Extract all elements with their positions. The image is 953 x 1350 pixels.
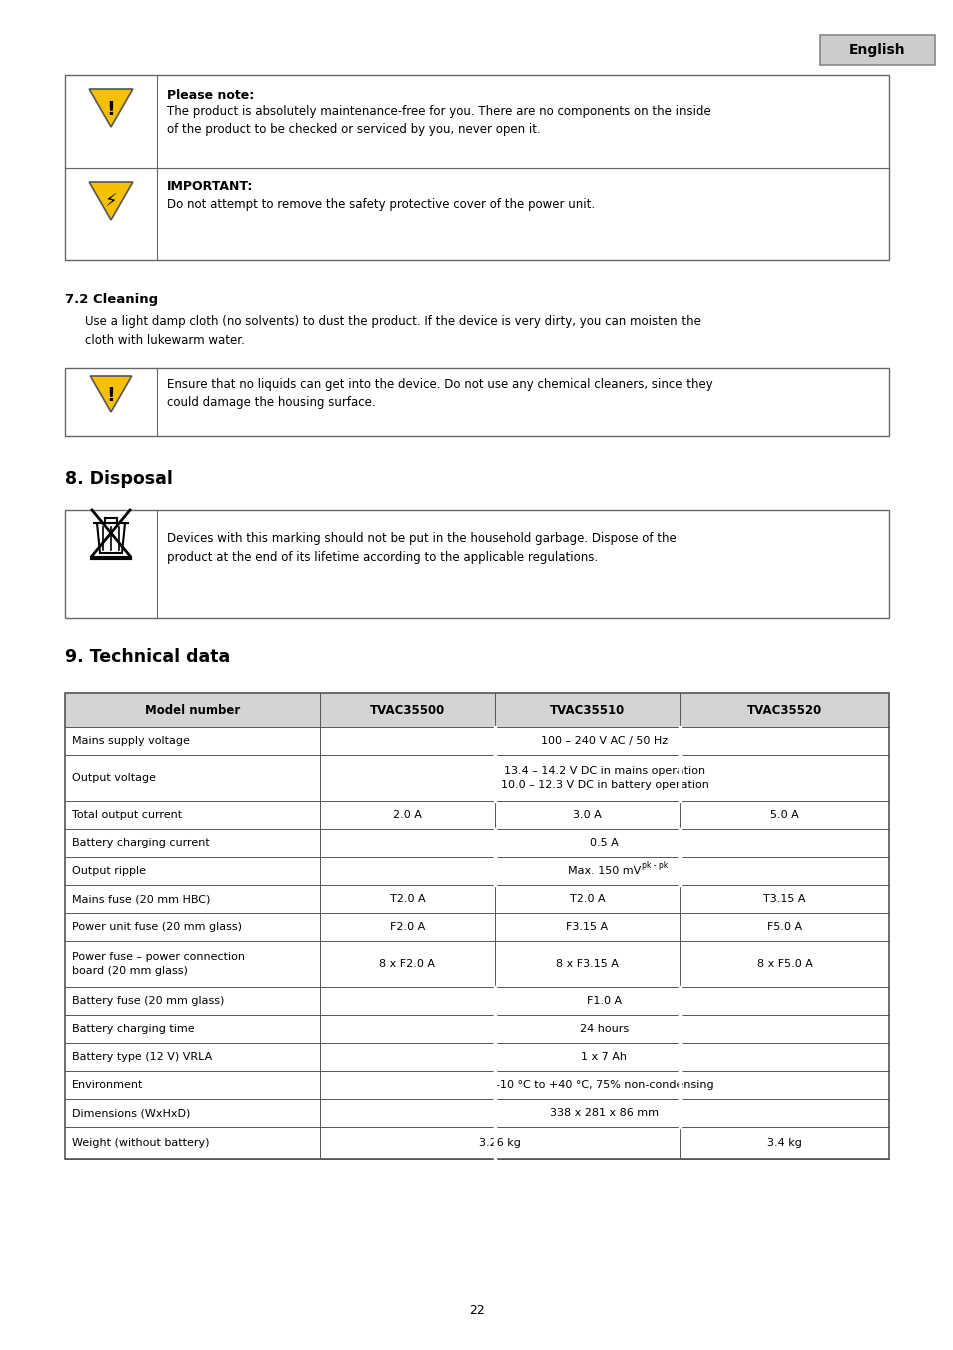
Text: 338 x 281 x 86 mm: 338 x 281 x 86 mm <box>550 1108 659 1118</box>
Text: 3.0 A: 3.0 A <box>573 810 601 819</box>
Polygon shape <box>89 182 132 220</box>
Text: 3.4 kg: 3.4 kg <box>766 1138 801 1148</box>
Text: ⚡: ⚡ <box>105 193 117 211</box>
Text: Power unit fuse (20 mm glass): Power unit fuse (20 mm glass) <box>71 922 242 931</box>
Text: T2.0 A: T2.0 A <box>389 894 425 904</box>
FancyBboxPatch shape <box>65 76 888 261</box>
Text: Battery fuse (20 mm glass): Battery fuse (20 mm glass) <box>71 996 224 1006</box>
Text: 24 hours: 24 hours <box>579 1025 628 1034</box>
Text: 8 x F5.0 A: 8 x F5.0 A <box>756 958 812 969</box>
FancyBboxPatch shape <box>65 693 888 728</box>
Text: Model number: Model number <box>145 703 240 717</box>
Text: 8 x F2.0 A: 8 x F2.0 A <box>379 958 435 969</box>
Text: Battery type (12 V) VRLA: Battery type (12 V) VRLA <box>71 1052 212 1062</box>
Text: Weight (without battery): Weight (without battery) <box>71 1138 210 1148</box>
Text: TVAC35520: TVAC35520 <box>746 703 821 717</box>
Text: Mains supply voltage: Mains supply voltage <box>71 736 190 747</box>
Text: 8. Disposal: 8. Disposal <box>65 470 172 487</box>
Text: T2.0 A: T2.0 A <box>569 894 604 904</box>
Polygon shape <box>91 377 132 412</box>
Text: F2.0 A: F2.0 A <box>390 922 425 931</box>
Text: F5.0 A: F5.0 A <box>766 922 801 931</box>
Text: The product is absolutely maintenance-free for you. There are no components on t: The product is absolutely maintenance-fr… <box>167 105 710 136</box>
Text: TVAC35500: TVAC35500 <box>370 703 445 717</box>
Text: 5.0 A: 5.0 A <box>769 810 798 819</box>
Text: Devices with this marking should not be put in the household garbage. Dispose of: Devices with this marking should not be … <box>167 532 676 564</box>
Text: 7.2 Cleaning: 7.2 Cleaning <box>65 293 158 306</box>
Text: Battery charging time: Battery charging time <box>71 1025 194 1034</box>
Text: 3.26 kg: 3.26 kg <box>478 1138 520 1148</box>
Text: 100 – 240 V AC / 50 Hz: 100 – 240 V AC / 50 Hz <box>540 736 667 747</box>
Text: 9. Technical data: 9. Technical data <box>65 648 230 666</box>
Text: F3.15 A: F3.15 A <box>566 922 608 931</box>
Text: T3.15 A: T3.15 A <box>762 894 805 904</box>
Text: 0.5 A: 0.5 A <box>590 838 618 848</box>
Text: Battery charging current: Battery charging current <box>71 838 210 848</box>
FancyBboxPatch shape <box>65 510 888 618</box>
FancyBboxPatch shape <box>820 35 934 65</box>
Text: 1 x 7 Ah: 1 x 7 Ah <box>581 1052 627 1062</box>
Text: Please note:: Please note: <box>167 89 254 103</box>
FancyBboxPatch shape <box>65 369 888 436</box>
Text: Power fuse – power connection
board (20 mm glass): Power fuse – power connection board (20 … <box>71 952 245 976</box>
Text: Ensure that no liquids can get into the device. Do not use any chemical cleaners: Ensure that no liquids can get into the … <box>167 378 712 409</box>
Text: !: ! <box>107 100 115 119</box>
Text: F1.0 A: F1.0 A <box>586 996 621 1006</box>
Text: TVAC35510: TVAC35510 <box>549 703 624 717</box>
Text: 13.4 – 14.2 V DC in mains operation
10.0 – 12.3 V DC in battery operation: 13.4 – 14.2 V DC in mains operation 10.0… <box>500 767 708 790</box>
Text: -10 °C to +40 °C, 75% non-condensing: -10 °C to +40 °C, 75% non-condensing <box>496 1080 713 1089</box>
Text: Total output current: Total output current <box>71 810 182 819</box>
Text: Do not attempt to remove the safety protective cover of the power unit.: Do not attempt to remove the safety prot… <box>167 198 595 211</box>
Text: !: ! <box>107 386 115 405</box>
Text: Mains fuse (20 mm HBC): Mains fuse (20 mm HBC) <box>71 894 211 904</box>
Text: 8 x F3.15 A: 8 x F3.15 A <box>556 958 618 969</box>
Polygon shape <box>89 89 132 127</box>
Text: Output ripple: Output ripple <box>71 865 146 876</box>
Text: Dimensions (WxHxD): Dimensions (WxHxD) <box>71 1108 191 1118</box>
Text: 2.0 A: 2.0 A <box>393 810 421 819</box>
Text: 22: 22 <box>469 1304 484 1316</box>
Text: Environment: Environment <box>71 1080 143 1089</box>
Text: English: English <box>848 43 904 57</box>
Text: Use a light damp cloth (no solvents) to dust the product. If the device is very : Use a light damp cloth (no solvents) to … <box>85 315 700 347</box>
Text: IMPORTANT:: IMPORTANT: <box>167 180 253 193</box>
Text: Max. 150 mV: Max. 150 mV <box>567 865 640 876</box>
Text: Output voltage: Output voltage <box>71 774 156 783</box>
Text: pk - pk: pk - pk <box>641 861 668 871</box>
